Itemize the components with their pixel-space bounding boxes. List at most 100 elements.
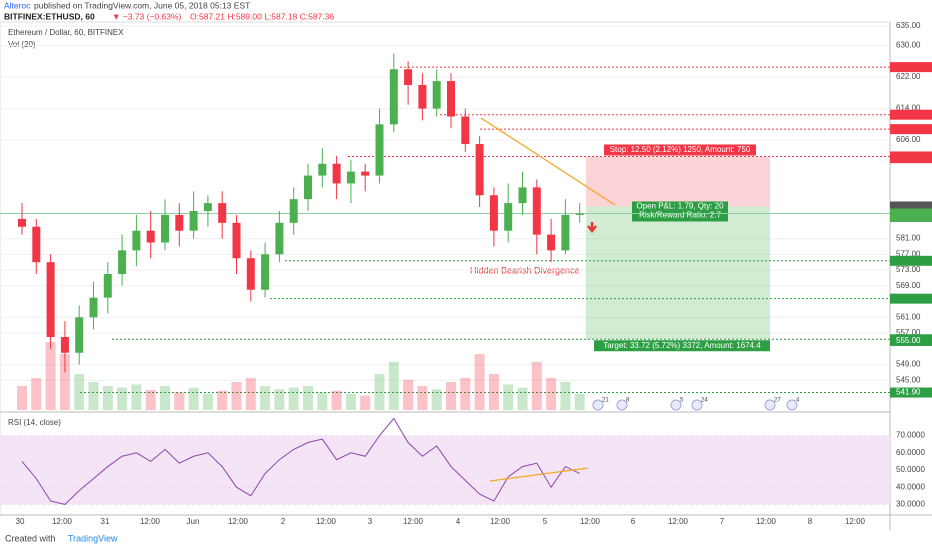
volume-bar xyxy=(574,394,585,410)
event-label: 8 xyxy=(626,398,630,404)
rsi-tick-label: 60.0000 xyxy=(896,448,925,457)
volume-bar xyxy=(417,386,428,410)
x-tick-label: 12:00 xyxy=(316,517,337,526)
event-icon xyxy=(592,399,604,411)
x-tick-label: 12:00 xyxy=(756,517,777,526)
candle-body xyxy=(161,214,169,243)
volume-bar xyxy=(331,390,342,410)
price-tag xyxy=(890,293,932,304)
event-icon xyxy=(786,399,798,411)
price-tag xyxy=(890,153,932,164)
candle-body xyxy=(232,222,241,259)
event-label: 4 xyxy=(796,398,800,404)
target-box xyxy=(594,340,770,352)
price-tag xyxy=(890,109,932,120)
candle-body xyxy=(332,163,341,184)
candle-body xyxy=(189,211,198,231)
candle-body xyxy=(146,230,155,243)
author[interactable]: Alteroc xyxy=(4,0,31,10)
volume-bar xyxy=(174,392,185,410)
volume-bar xyxy=(131,384,142,410)
chart-area xyxy=(0,21,891,516)
y-tick-label: 622.00 xyxy=(896,72,921,81)
candle-body xyxy=(304,175,312,200)
volume-bar xyxy=(160,386,170,410)
x-tick-label: 12:00 xyxy=(845,517,866,526)
candle-body xyxy=(275,222,284,255)
y-tick-label: 545.00 xyxy=(896,375,921,384)
candle-body xyxy=(461,116,470,145)
y-tick-label: 577.00 xyxy=(896,249,921,258)
candle-body xyxy=(389,69,398,125)
x-tick-label: 12:00 xyxy=(52,517,73,526)
y-tick-label: 581.00 xyxy=(896,234,921,243)
volume-bar xyxy=(288,387,299,410)
event-label: 24 xyxy=(701,398,708,404)
price-tag xyxy=(890,255,932,266)
volume-bar xyxy=(446,382,456,410)
pnl-box xyxy=(632,201,728,222)
target-text: Target: 33.72 (5.72%) 3372, Amount: 1674… xyxy=(603,341,761,350)
x-tick-label: 12:00 xyxy=(580,517,601,526)
event-label: 27 xyxy=(774,398,781,404)
event-label: 5 xyxy=(680,398,684,404)
x-tick-label: 5 xyxy=(543,517,548,526)
y-tick-label: 569.00 xyxy=(896,281,921,290)
event-label: 21 xyxy=(602,398,609,404)
price-tag xyxy=(890,387,932,398)
candle-body xyxy=(547,234,556,251)
candle-body xyxy=(60,337,69,353)
x-tick-label: 12:00 xyxy=(668,517,689,526)
volume-bar xyxy=(274,389,285,410)
volume-bar xyxy=(59,354,70,410)
candle-body xyxy=(361,171,370,176)
rsi-tick-label: 50.0000 xyxy=(896,465,925,474)
y-tick-label: 635.00 xyxy=(896,21,921,30)
x-tick-label: 7 xyxy=(720,517,725,526)
volume-bar xyxy=(531,362,542,410)
candle-body xyxy=(103,274,112,298)
candle-body xyxy=(575,213,584,215)
price-tag xyxy=(890,211,932,222)
footer-created: Created with xyxy=(5,533,56,543)
volume-bar xyxy=(374,374,385,410)
rsi-line xyxy=(21,417,580,505)
volume-bar xyxy=(360,395,371,410)
candle-body xyxy=(175,214,184,231)
price-tag-label: 541.90 xyxy=(896,388,921,397)
symbol: BITFINEX:ETHUSD, 60 xyxy=(4,11,95,21)
candle-body xyxy=(246,258,255,290)
volume-bar xyxy=(245,378,256,410)
rsi-trend-line xyxy=(489,467,589,482)
candle-body xyxy=(561,214,570,251)
x-tick-label: 6 xyxy=(631,517,636,526)
volume-bar xyxy=(503,384,514,410)
volume-bar xyxy=(546,378,557,410)
stop-box xyxy=(604,144,756,156)
candle-body xyxy=(432,81,441,109)
volume-bar xyxy=(188,387,199,410)
candle-body xyxy=(203,203,212,211)
volume-bar xyxy=(388,362,399,410)
candle-body xyxy=(375,124,384,176)
price-tag-label: 555.00 xyxy=(896,336,921,345)
candle-body xyxy=(32,226,41,263)
volume-bar xyxy=(31,378,42,410)
candle-body xyxy=(447,81,455,117)
footer-brand[interactable]: TradingView xyxy=(68,533,118,543)
volume-label: Vol (20) xyxy=(8,40,36,49)
x-tick-label: Jun xyxy=(187,517,200,526)
change: ▼ −3.73 (−0.63%) xyxy=(112,11,182,21)
candle-body xyxy=(75,317,84,353)
x-tick-label: 3 xyxy=(368,517,373,526)
candle-body xyxy=(132,230,141,251)
rsi-tick-label: 30.0000 xyxy=(896,500,925,509)
x-tick-label: 4 xyxy=(456,517,461,526)
event-icon xyxy=(691,399,703,411)
y-tick-label: 573.00 xyxy=(896,265,921,274)
volume-bar xyxy=(117,387,128,410)
price-tag xyxy=(890,201,932,212)
rr-text: Risk/Reward Ratio: 2.7 xyxy=(639,211,721,220)
volume-bar xyxy=(403,379,414,410)
